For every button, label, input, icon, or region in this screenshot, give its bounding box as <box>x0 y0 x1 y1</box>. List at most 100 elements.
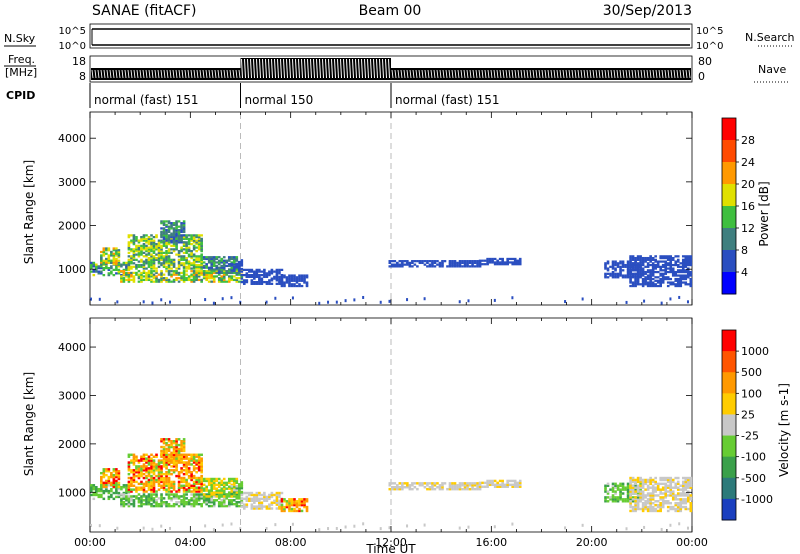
range-gate-cell <box>681 262 685 265</box>
range-gate-cell <box>679 494 683 497</box>
freq-band-hatch <box>553 69 556 79</box>
range-gate-cell <box>676 263 680 267</box>
range-gate-cell <box>172 223 176 227</box>
range-gate-cell <box>190 474 193 478</box>
range-gate-cell <box>160 504 163 508</box>
range-gate-cell <box>458 261 462 265</box>
range-gate-cell <box>192 480 196 484</box>
range-gate-cell <box>130 470 133 474</box>
range-gate-cell <box>669 269 673 272</box>
range-gate-cell <box>684 269 688 272</box>
range-gate-cell <box>117 475 121 479</box>
range-gate-cell <box>182 229 186 232</box>
range-gate-cell <box>150 495 153 498</box>
range-gate-cell <box>182 258 186 261</box>
range-gate-cell <box>147 501 151 504</box>
range-gate-cell <box>669 283 673 286</box>
range-gate-cell <box>177 472 181 476</box>
range-gate-cell <box>162 451 166 455</box>
range-gate-cell <box>175 455 178 458</box>
range-gate-cell <box>671 480 675 484</box>
range-gate-cell <box>147 248 151 251</box>
range-gate-cell <box>669 488 673 491</box>
range-gate-cell <box>634 267 637 270</box>
range-gate-cell <box>661 274 665 277</box>
range-gate-cell <box>611 272 615 275</box>
range-gate-cell <box>102 250 106 254</box>
range-gate-cell <box>200 255 203 258</box>
range-gate-cell <box>626 500 630 503</box>
freq-band-hatch <box>460 69 463 79</box>
range-gate-cell <box>212 499 216 502</box>
range-gate-cell <box>132 265 136 268</box>
range-gate-cell <box>177 457 181 460</box>
range-gate-cell <box>644 277 647 281</box>
range-gate-cell <box>180 258 183 261</box>
range-gate-cell <box>145 465 148 468</box>
range-gate-cell <box>486 263 489 266</box>
range-gate-cell <box>448 482 452 485</box>
range-gate-cell <box>629 279 632 282</box>
range-gate-cell <box>503 261 507 264</box>
range-gate-cell <box>110 250 113 254</box>
range-gate-cell <box>651 256 655 260</box>
freq-band-hatch <box>661 69 664 79</box>
range-gate-cell <box>197 499 201 502</box>
range-gate-cell <box>258 280 261 284</box>
range-gate-cell <box>177 241 181 244</box>
range-gate-cell <box>192 258 196 261</box>
range-gate-cell <box>280 268 284 272</box>
range-gate-cell <box>446 487 449 491</box>
freq-band-hatch <box>313 58 315 79</box>
range-gate-cell <box>122 486 126 489</box>
range-gate-cell <box>180 234 183 237</box>
range-gate-cell <box>686 500 690 503</box>
range-gate-cell <box>142 482 146 486</box>
range-gate-cell <box>639 262 642 265</box>
range-gate-cell <box>516 259 520 262</box>
range-gate-cell <box>92 273 96 277</box>
range-gate-cell <box>185 251 188 254</box>
range-gate-cell <box>145 258 148 261</box>
range-gate-cell <box>411 261 414 265</box>
range-gate-cell <box>115 487 118 491</box>
range-gate-cell <box>205 257 208 261</box>
range-gate-cell <box>170 457 173 460</box>
range-gate-cell <box>187 502 191 506</box>
range-gate-cell <box>684 270 688 274</box>
range-gate-cell <box>190 256 193 260</box>
range-gate-cell <box>263 268 266 272</box>
freq-band-hatch <box>283 58 285 79</box>
range-gate-cell <box>155 455 158 458</box>
range-gate-cell <box>659 260 662 263</box>
range-gate-cell <box>664 476 668 480</box>
range-gate-cell <box>140 459 143 462</box>
range-gate-cell <box>187 482 191 486</box>
range-gate-cell <box>621 486 625 489</box>
range-gate-cell <box>621 484 625 487</box>
range-gate-cell <box>646 492 650 495</box>
freq-band-hatch <box>250 58 252 79</box>
range-gate-cell <box>137 244 141 247</box>
range-gate-cell <box>142 493 146 496</box>
range-gate-cell <box>210 280 213 283</box>
range-gate-cell <box>175 227 178 230</box>
range-gate-cell <box>117 493 121 497</box>
range-gate-cell <box>230 277 234 280</box>
range-gate-cell <box>448 265 452 268</box>
range-gate-cell <box>636 498 640 501</box>
range-gate-cell <box>140 271 143 275</box>
freq-band-hatch <box>400 69 403 79</box>
range-gate-cell <box>486 259 489 262</box>
range-gate-cell <box>230 499 234 502</box>
range-gate-cell <box>120 499 123 502</box>
range-gate-cell <box>95 493 98 497</box>
range-gate-cell <box>165 443 168 447</box>
range-gate-cell <box>686 482 690 486</box>
range-gate-cell <box>624 498 627 501</box>
range-gate-cell <box>187 241 191 244</box>
range-gate-cell <box>456 486 459 489</box>
ground-scatter-cell <box>379 300 382 304</box>
ground-scatter-cell <box>318 528 321 532</box>
range-gate-cell <box>180 480 183 484</box>
